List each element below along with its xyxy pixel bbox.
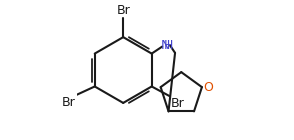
Text: O: O bbox=[203, 81, 213, 94]
Text: Br: Br bbox=[171, 97, 184, 110]
Text: Br: Br bbox=[116, 4, 130, 17]
Text: H: H bbox=[163, 39, 173, 52]
Text: N: N bbox=[161, 39, 170, 52]
Text: Br: Br bbox=[62, 96, 76, 109]
